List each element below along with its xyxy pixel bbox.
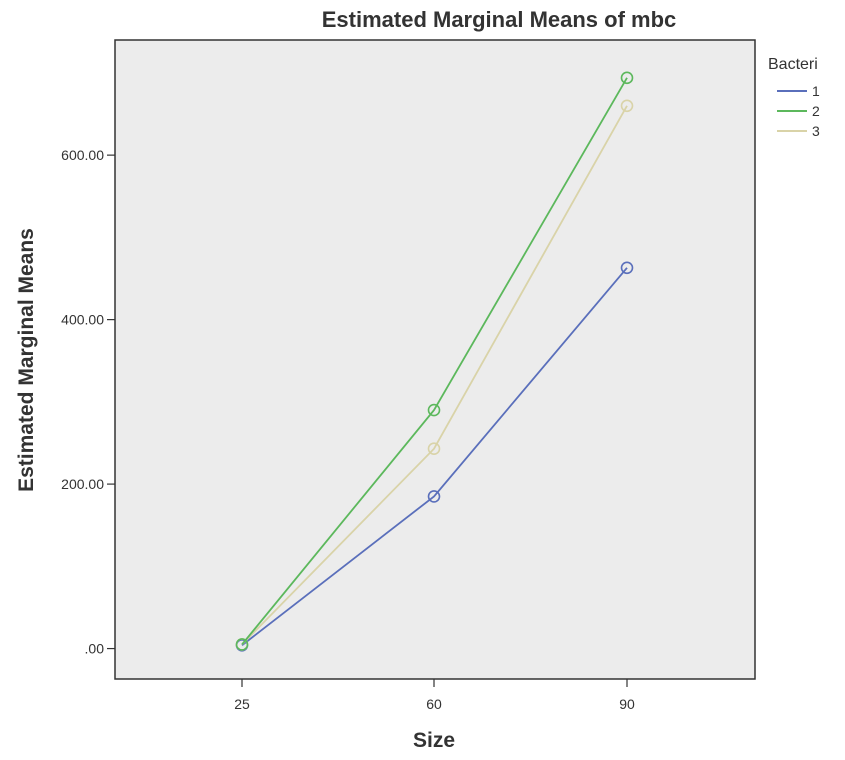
data-point-2-60 [427, 403, 441, 417]
x-axis-label: Size [413, 729, 455, 752]
y-tick-label: 600.00 [61, 147, 104, 163]
x-tick-label: 90 [619, 696, 635, 712]
series-line-3 [241, 105, 628, 646]
y-axis-label: Estimated Marginal Means [15, 228, 38, 492]
legend-label-1: 1 [812, 83, 820, 99]
y-tick-label: .00 [85, 641, 105, 657]
data-point-2-25 [235, 638, 249, 651]
legend-title: Bacteri [768, 56, 818, 73]
plot-area [114, 39, 756, 680]
data-point-1-60 [427, 490, 441, 503]
series-line-2 [241, 77, 628, 646]
chart-title: Estimated Marginal Means of mbc [322, 7, 677, 32]
data-point-3-60 [427, 442, 441, 456]
series-layer [235, 71, 634, 652]
data-point-3-90 [620, 99, 634, 113]
x-tick-label: 60 [426, 696, 442, 712]
y-tick-label: 400.00 [61, 312, 104, 328]
data-point-1-90 [620, 261, 634, 275]
legend-label-2: 2 [812, 103, 820, 119]
x-tick-label: 25 [234, 696, 250, 712]
legend: Bacteri 1 2 3 [768, 56, 820, 139]
y-tick-label: 200.00 [61, 476, 104, 492]
x-axis: 25 60 90 [234, 679, 635, 712]
series-line-1 [241, 267, 628, 646]
legend-label-3: 3 [812, 123, 820, 139]
y-axis: .00 200.00 400.00 600.00 [61, 147, 115, 657]
data-point-2-90 [620, 71, 634, 85]
series-2 [235, 71, 634, 651]
